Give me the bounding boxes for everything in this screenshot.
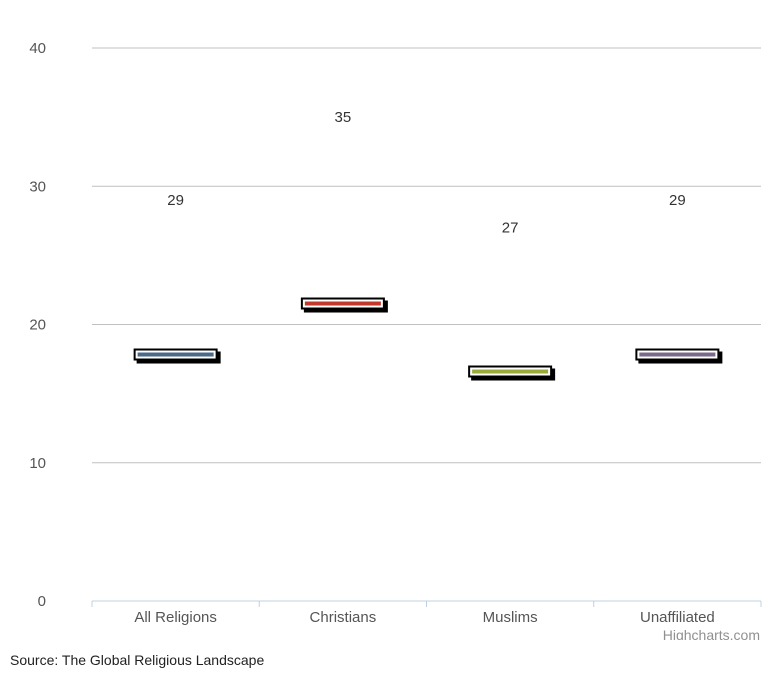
- y-tick-label-0: 0: [38, 593, 46, 610]
- source-prefix: Source:: [10, 652, 62, 668]
- data-labels: 29 35 27 29: [167, 109, 685, 237]
- credits-link[interactable]: Highcharts.com: [663, 627, 760, 640]
- bar-marker-1[interactable]: [300, 297, 388, 313]
- y-tick-label-2: 20: [29, 317, 46, 334]
- data-label-3: 29: [669, 192, 686, 209]
- bar-marker-2[interactable]: [468, 365, 556, 381]
- bar-marker-0[interactable]: [133, 348, 221, 364]
- bar-marker-3[interactable]: [635, 348, 723, 364]
- y-tick-label-1: 10: [29, 455, 46, 472]
- y-tick-label-4: 40: [29, 40, 46, 57]
- x-tick-label-0: All Religions: [134, 609, 217, 626]
- x-tick-label-2: Muslims: [483, 609, 538, 626]
- y-tick-label-3: 30: [29, 178, 46, 195]
- x-tick-label-1: Christians: [310, 609, 377, 626]
- bar-marker-fill-0: [137, 352, 214, 357]
- chart: 0 10 20 30 40 All Religions Christians Muslims…: [29, 40, 762, 640]
- x-tick-label-3: Unaffiliated: [640, 609, 715, 626]
- y-grid: [92, 47, 761, 464]
- data-label-0: 29: [167, 192, 184, 209]
- data-label-1: 35: [335, 109, 352, 126]
- series-markers: [133, 297, 723, 381]
- x-axis: All Religions Christians Muslims Unaffiliat…: [91, 600, 762, 626]
- source-note: Source: The Global Religious Landscape: [10, 652, 264, 668]
- bar-marker-fill-2: [472, 369, 549, 374]
- data-label-2: 27: [502, 220, 519, 237]
- bar-marker-fill-1: [304, 301, 381, 306]
- bar-marker-fill-3: [639, 352, 716, 357]
- y-axis-labels: 0 10 20 30 40: [29, 40, 46, 610]
- source-name: The Global Religious Landscape: [61, 652, 265, 668]
